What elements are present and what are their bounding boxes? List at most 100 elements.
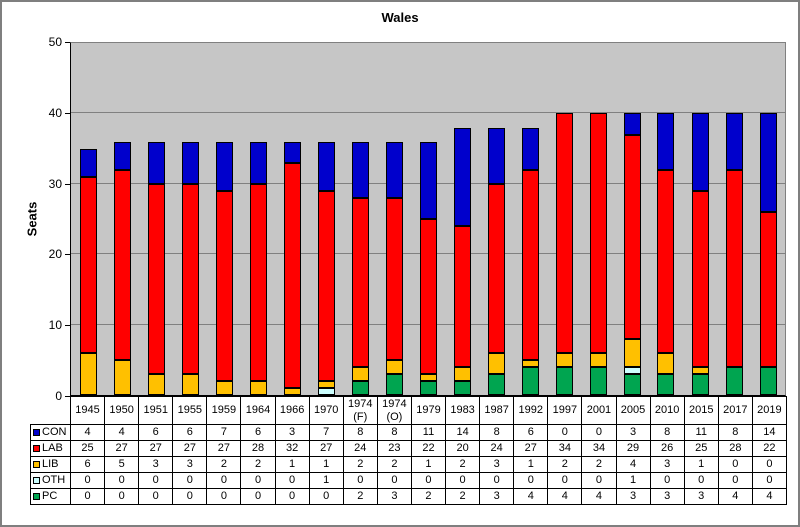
bar-segment-oth [623,366,641,374]
year-header: 1945 [69,396,106,425]
bar-segment-lab [215,190,233,381]
table-cell: 4 [547,488,583,505]
bar-segment-con [725,113,743,170]
year-header: 1997 [547,396,583,425]
table-cell: 27 [138,440,174,457]
plot-area [70,42,786,396]
table-cell: 0 [513,472,549,489]
bar-segment-pc [691,373,709,395]
table-cell: 0 [717,456,753,473]
table-cell: 0 [751,472,787,489]
table-cell: 0 [138,472,174,489]
y-tick-label: 50 [48,35,62,49]
bar-segment-lab [589,113,607,353]
table-cell: 4 [751,488,787,505]
table-cell: 0 [683,472,719,489]
table-row-pc: PC 0 0 0 0 0 0 0 0 2 3 2 2 3 4 4 4 3 3 3 4 4 [30,488,787,505]
table-cell: 22 [410,440,447,457]
table-cell: 0 [581,472,617,489]
bar-segment-lab [691,190,709,367]
bar-segment-con [351,141,369,198]
bar-1950 [105,43,139,395]
bar-2015 [683,43,717,395]
table-cell: 1 [410,456,447,473]
table-cell: 0 [274,488,310,505]
year-header: 1974 (F) [342,396,378,425]
year-header: 1970 [308,396,344,425]
table-cell: 34 [547,440,583,457]
year-header: 2015 [683,396,719,425]
table-cell: 4 [717,488,753,505]
table-cell: 3 [615,488,651,505]
table-cell: 0 [410,472,447,489]
bar-segment-lab [419,219,437,374]
bar-segment-pc [759,366,777,395]
bar-segment-lab [385,197,403,360]
y-axis-tick [65,184,70,185]
bar-1983 [445,43,479,395]
bar-segment-con [385,141,403,198]
table-cell: 0 [547,472,583,489]
bar-segment-lab [521,169,539,360]
table-cell: 20 [445,440,481,457]
year-header: 1959 [206,396,242,425]
table-cell: 14 [445,424,481,441]
bar-2017 [717,43,751,395]
data-table: 1945 1950 1951 1955 1959 1964 1966 1970 1974 (F)… [30,396,787,505]
table-cell: 26 [649,440,685,457]
table-cell: 28 [717,440,753,457]
table-cell: 4 [581,488,617,505]
table-cell: 8 [342,424,378,441]
y-axis-tick [65,42,70,43]
table-cell: 3 [479,456,515,473]
gridline [71,112,785,114]
legend-cell-lab: LAB [30,440,71,457]
bar-segment-lab [181,183,199,374]
table-cell: 0 [308,488,344,505]
table-cell: 23 [376,440,412,457]
table-cell: 2 [547,456,583,473]
legend-label: CON [42,426,67,439]
table-cell: 6 [138,424,174,441]
bar-segment-lib [147,373,165,395]
bar-segment-lib [589,352,607,367]
bar-segment-lib [419,373,437,381]
bar-segment-lab [79,176,97,353]
bar-1974 (O) [377,43,411,395]
table-cell: 24 [342,440,378,457]
bar-segment-con [691,113,709,191]
year-header: 1950 [104,396,140,425]
bar-1997 [547,43,581,395]
bar-segment-pc [521,366,539,395]
bar-segment-lab [317,190,335,381]
table-cell: 2 [376,456,412,473]
table-cell: 3 [376,488,412,505]
table-cell: 0 [172,488,208,505]
bar-segment-lib [385,359,403,374]
bar-segment-lib [487,352,505,374]
table-cell: 11 [410,424,447,441]
bar-1945 [71,43,105,395]
y-tick-label: 10 [48,318,62,332]
legend-swatch-lab [33,445,40,453]
year-header: 1992 [513,396,549,425]
table-cell: 1 [615,472,651,489]
year-header: 1987 [479,396,515,425]
bar-segment-lab [725,169,743,367]
bar-segment-con [181,141,199,184]
table-cell: 0 [649,472,685,489]
table-cell: 0 [274,472,310,489]
bar-segment-con [657,113,675,170]
legend-swatch-con [33,429,40,437]
table-cell: 0 [479,472,515,489]
bar-segment-con [623,113,641,135]
table-cell: 2 [445,488,481,505]
table-cell: 4 [104,424,140,441]
bar-segment-lab [759,211,777,367]
table-cell: 8 [479,424,515,441]
table-cell: 0 [240,472,276,489]
legend-cell-con: CON [30,424,71,441]
legend-cell-pc: PC [30,488,71,505]
bar-segment-pc [487,373,505,395]
bar-segment-lib [283,387,301,395]
